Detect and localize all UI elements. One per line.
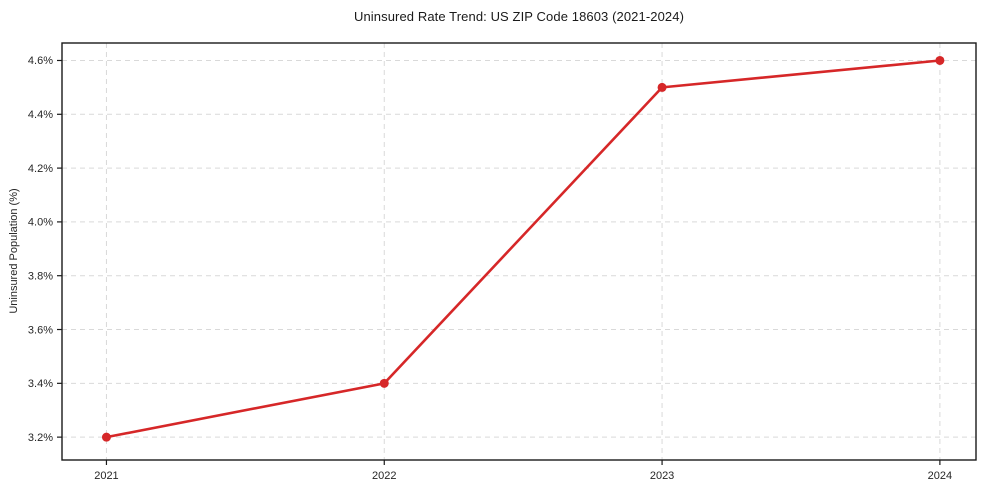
y-tick-label: 4.0% [28,217,53,229]
y-tick-label: 3.6% [28,324,53,336]
y-tick-label: 3.2% [28,432,53,444]
y-tick-label: 3.8% [28,270,53,282]
x-tick-label: 2021 [94,470,118,482]
y-tick-label: 3.4% [28,378,53,390]
x-tick-label: 2024 [928,470,952,482]
plot-frame [61,42,977,461]
x-tick-label: 2022 [372,470,396,482]
trend-line [105,59,942,439]
data-point-marker [935,55,945,65]
data-point-marker [657,82,667,92]
y-tick-label: 4.2% [28,163,53,175]
chart-title: Uninsured Rate Trend: US ZIP Code 18603 … [353,9,685,24]
data-point-marker [101,432,111,442]
y-tick-label: 4.6% [28,55,53,67]
y-tick-label: 4.4% [28,109,53,121]
data-point-marker [379,378,389,388]
x-tick-label: 2023 [650,470,674,482]
